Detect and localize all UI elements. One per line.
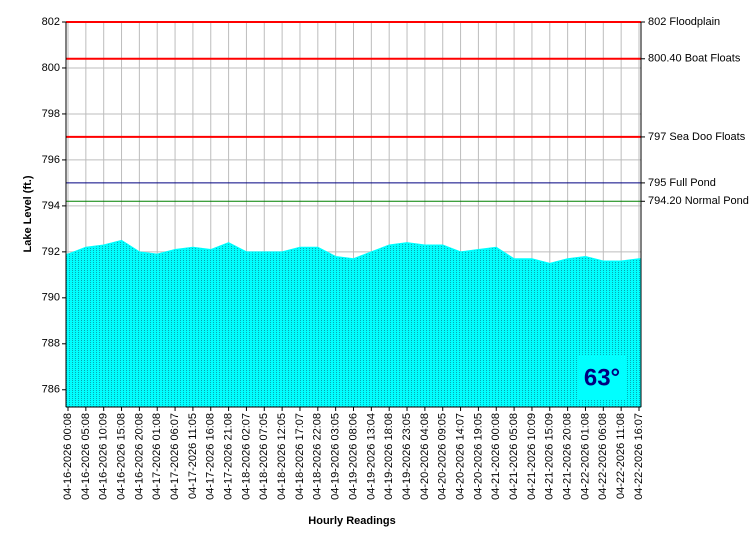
y-tick-label: 794 (42, 200, 60, 212)
reference-label: 800.40 Boat Floats (648, 53, 741, 65)
y-tick-label: 796 (42, 154, 60, 166)
x-tick-label: 04-18-2026 02:07 (240, 413, 252, 500)
y-tick-label: 788 (42, 338, 60, 350)
x-tick-label: 04-21-2026 15:09 (544, 413, 556, 500)
x-tick-label: 04-22-2026 11:08 (615, 413, 627, 499)
x-tick-label: 04-21-2026 20:08 (562, 413, 574, 500)
y-tick-label: 800 (42, 62, 60, 74)
y-tick-label: 802 (42, 16, 60, 28)
x-tick-label: 04-16-2026 00:08 (62, 413, 74, 500)
reference-lines (66, 21, 641, 202)
x-tick-label: 04-20-2026 04:08 (419, 413, 431, 500)
x-tick-label: 04-21-2026 10:09 (526, 413, 538, 500)
x-tick-label: 04-21-2026 05:08 (508, 413, 520, 500)
x-tick-label: 04-22-2026 01:08 (579, 413, 591, 500)
x-tick-label: 04-18-2026 17:07 (294, 413, 306, 500)
x-tick-label: 04-20-2026 14:07 (454, 413, 466, 500)
x-tick-label: 04-16-2026 20:08 (133, 413, 145, 500)
marks (65, 239, 642, 408)
x-tick-label: 04-18-2026 07:05 (258, 413, 270, 500)
x-tick-label: 04-19-2026 18:08 (383, 413, 395, 500)
x-tick-label: 04-18-2026 22:08 (312, 413, 324, 500)
x-tick-label: 04-22-2026 06:08 (597, 413, 609, 500)
y-tick-label: 798 (42, 108, 60, 120)
y-tick-label: 786 (42, 384, 60, 396)
x-tick-label: 04-17-2026 11:05 (187, 413, 199, 499)
area (65, 239, 642, 408)
temperature-badge (577, 356, 627, 400)
reference-label: 797 Sea Doo Floats (648, 131, 746, 143)
y-axis-title: Lake Level (ft.) (22, 175, 34, 252)
reference-label: 795 Full Pond (648, 177, 716, 189)
x-tick-label: 04-20-2026 09:05 (437, 413, 449, 500)
x-tick-label: 04-21-2026 00:08 (490, 413, 502, 500)
x-tick-label: 04-17-2026 01:08 (151, 413, 163, 500)
x-axis-title: Hourly Readings (308, 515, 395, 527)
x-tick-label: 04-19-2026 03:05 (330, 413, 342, 500)
x-tick-label: 04-17-2026 06:07 (169, 413, 181, 500)
x-tick-label: 04-18-2026 12:05 (276, 413, 288, 500)
reference-label: 802 Floodplain (648, 16, 720, 28)
x-tick-label: 04-16-2026 10:09 (98, 413, 110, 500)
x-tick-label: 04-17-2026 21:08 (223, 413, 235, 500)
x-tick-label: 04-16-2026 05:08 (80, 413, 92, 500)
x-tick-label: 04-20-2026 19:05 (472, 413, 484, 500)
x-tick-label: 04-19-2026 13:04 (365, 413, 377, 500)
x-tick-label: 04-16-2026 15:08 (115, 413, 127, 500)
x-tick-label: 04-19-2026 23:05 (401, 413, 413, 500)
reference-label: 794.20 Normal Pond (648, 195, 749, 207)
x-tick-label: 04-17-2026 16:08 (205, 413, 217, 500)
temperature: 63° (584, 364, 620, 391)
x-tick-label: 04-22-2026 16:07 (633, 413, 645, 500)
y-tick-label: 792 (42, 246, 60, 258)
x-tick-label: 04-19-2026 08:06 (347, 413, 359, 500)
y-tick-label: 790 (42, 292, 60, 304)
